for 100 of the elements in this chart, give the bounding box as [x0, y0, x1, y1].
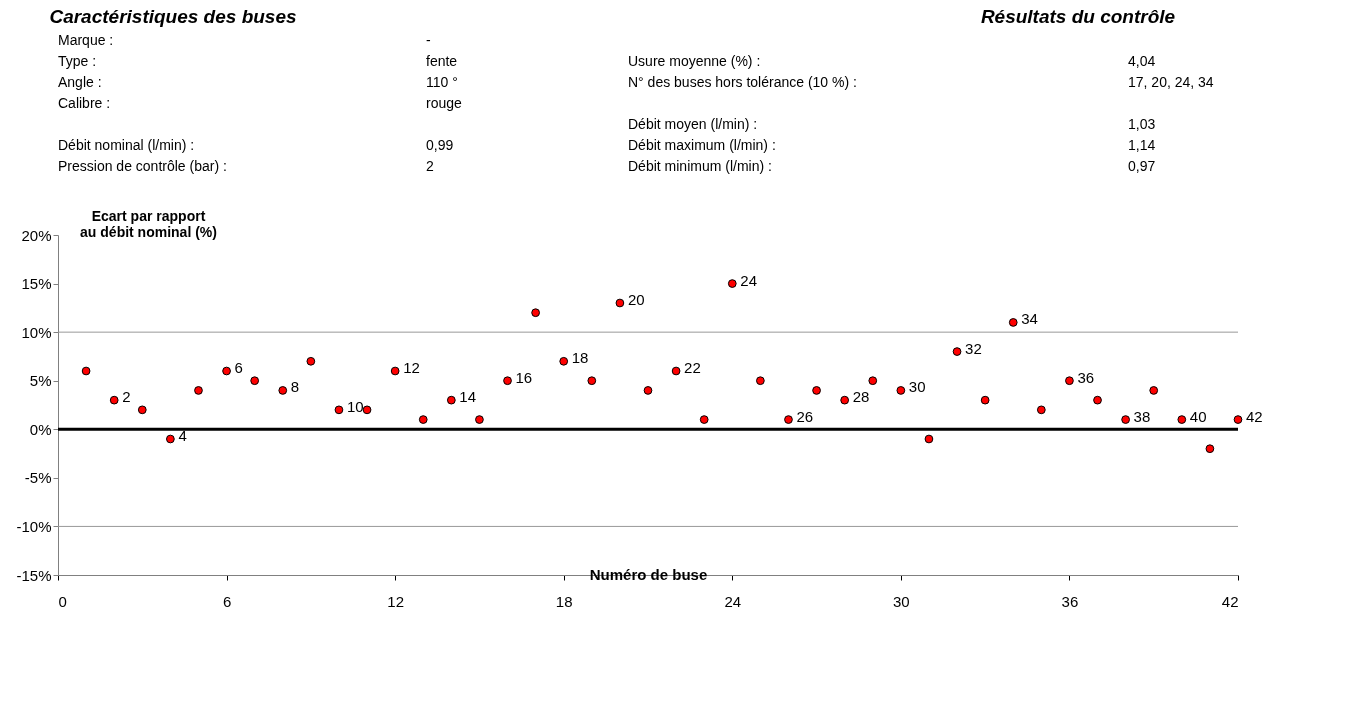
annotation: 26 [796, 407, 814, 425]
annotation: 36 [1077, 368, 1095, 386]
text: Type : [58, 53, 97, 69]
annotation: 40 [1189, 407, 1207, 425]
text: Usure moyenne (%) : [628, 53, 761, 69]
point [109, 395, 119, 405]
point [615, 298, 625, 308]
text: Marque : [58, 32, 114, 48]
point [1036, 405, 1046, 415]
x-tick-label: 24 [724, 592, 742, 610]
point [980, 395, 990, 405]
annotation: 10 [346, 397, 364, 415]
point [896, 386, 906, 395]
text: Calibre : [58, 95, 111, 111]
y-tick-label: -15% [16, 566, 52, 584]
point [643, 386, 653, 395]
annotation: 42 [1246, 407, 1263, 425]
point [250, 376, 260, 386]
point [362, 405, 372, 415]
point [81, 366, 91, 376]
y-axis-title: Ecart par rapport au débit nominal (%) [80, 207, 217, 240]
y-tick-label: 20% [21, 226, 52, 244]
y-tick-label: -5% [24, 469, 52, 487]
x-tick-label: 18 [555, 592, 573, 610]
annotation: 16 [515, 368, 533, 386]
annotation: 2 [122, 388, 131, 406]
text: 1,03 [1128, 116, 1156, 132]
annotation: 12 [403, 359, 420, 376]
annotation: 20 [627, 291, 645, 308]
annotation: 28 [852, 388, 870, 406]
annotation: 34 [1021, 310, 1038, 328]
text: fente [426, 53, 458, 69]
point [306, 356, 316, 366]
point [924, 434, 934, 444]
text: 2 [426, 158, 434, 174]
point [1008, 318, 1018, 327]
point [137, 405, 147, 415]
y-tick-label: 5% [29, 372, 52, 390]
text: Pression de contrôle (bar) : [58, 158, 227, 174]
point [418, 415, 428, 424]
point [1093, 395, 1102, 405]
y-tick-label: 15% [21, 275, 52, 293]
point [812, 386, 821, 395]
point [334, 405, 344, 415]
annotation: 32 [965, 339, 982, 357]
text: Caractéristiques des buses [49, 6, 297, 27]
x-tick-label: 36 [1061, 592, 1079, 610]
annotation: 6 [234, 359, 243, 376]
point [278, 386, 288, 395]
annotation: 18 [571, 349, 589, 367]
point [587, 376, 597, 386]
annotation: 22 [684, 359, 701, 376]
text: Débit maximum (l/min) : [628, 137, 776, 153]
x-tick-label: 0 [58, 592, 67, 610]
point [952, 347, 962, 356]
text: 0,99 [426, 137, 454, 153]
y-tick-label: 10% [21, 323, 52, 341]
text: 17, 20, 24, 34 [1128, 74, 1214, 90]
annotation: 8 [290, 378, 300, 396]
point [531, 308, 540, 318]
point [475, 415, 484, 424]
text: Angle : [58, 74, 102, 90]
point [222, 366, 231, 376]
text: - [426, 32, 431, 48]
point [503, 376, 512, 386]
annotation: 4 [178, 427, 187, 444]
point [446, 395, 456, 405]
text: Débit moyen (l/min) : [628, 116, 758, 132]
x-axis-title: Numéro de buse [589, 565, 708, 583]
point [166, 434, 175, 444]
point [1177, 415, 1187, 424]
x-tick-label: 42 [1221, 592, 1239, 610]
point [1149, 386, 1159, 395]
text: Débit nominal (l/min) : [58, 137, 195, 153]
point [1233, 415, 1243, 424]
text: N° des buses hors tolérance (10 %) : [628, 74, 857, 90]
point [671, 366, 681, 376]
point [727, 279, 737, 288]
annotation: 24 [740, 271, 757, 289]
point [868, 376, 878, 386]
y-tick-label: 0% [29, 420, 52, 438]
point [559, 356, 569, 366]
text: 0,97 [1128, 158, 1156, 174]
text: rouge [426, 95, 463, 111]
point [390, 366, 400, 376]
text: 1,14 [1128, 137, 1156, 153]
x-tick-label: 12 [387, 592, 404, 610]
point [784, 415, 793, 424]
point [1121, 415, 1130, 424]
annotation: 30 [908, 378, 926, 396]
x-tick-label: 30 [893, 592, 910, 610]
text: Débit minimum (l/min) : [628, 158, 772, 174]
annotation: 38 [1133, 407, 1151, 425]
text: Résultats du contrôle [980, 6, 1176, 27]
annotation: 14 [459, 388, 477, 406]
point [840, 395, 850, 405]
point [194, 386, 203, 395]
x-tick-label: 6 [222, 592, 232, 610]
point [756, 376, 765, 386]
y-tick-label: -10% [16, 517, 52, 535]
